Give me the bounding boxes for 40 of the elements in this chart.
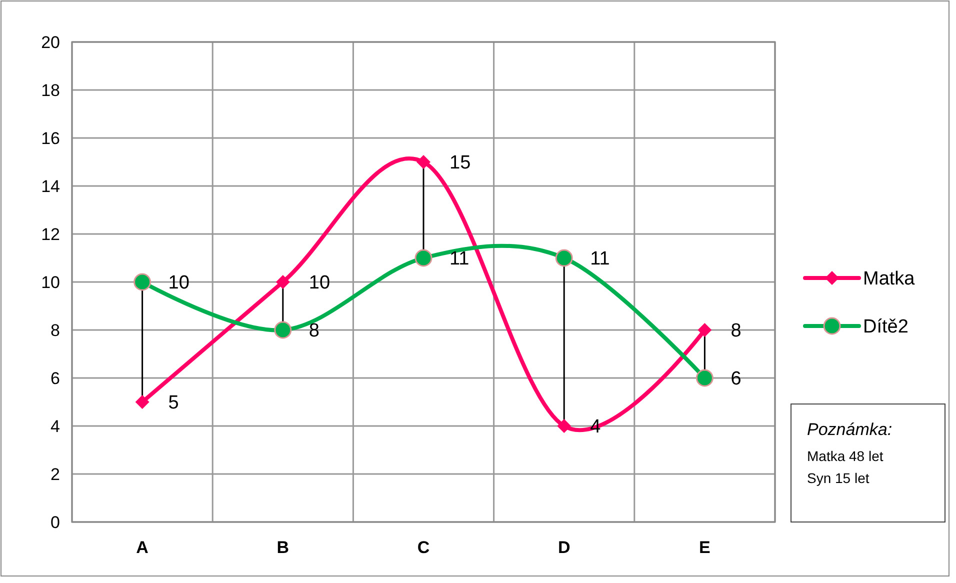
point [135, 395, 150, 409]
text: Matka 48 let [807, 448, 884, 464]
y-tick-label: 12 [41, 224, 60, 244]
y-tick-label: 8 [50, 320, 60, 340]
point [416, 155, 430, 169]
point [414, 249, 432, 267]
point [276, 275, 290, 289]
point [274, 321, 292, 339]
point [557, 419, 572, 433]
text: Syn 15 let [807, 470, 870, 486]
data-label: 6 [730, 368, 742, 390]
data-label: 10 [308, 272, 330, 294]
data-label: 10 [168, 272, 190, 294]
y-tick-label: 10 [41, 272, 60, 292]
x-tick-label: E [699, 538, 710, 557]
y-tick-label: 0 [50, 512, 60, 532]
data-label: 15 [450, 152, 471, 174]
y-tick-label: 2 [50, 464, 60, 484]
y-tick-label: 20 [41, 32, 60, 52]
y-tick-label: 4 [50, 416, 60, 436]
legend-label: Matka [863, 268, 916, 290]
x-tick-label: D [558, 538, 570, 557]
data-label: 8 [730, 320, 742, 342]
x-tick-label: C [417, 538, 430, 557]
data-label: 8 [308, 320, 320, 342]
text: Poznámka: [807, 420, 892, 439]
y-tick-label: 14 [41, 176, 60, 196]
point [134, 273, 152, 291]
y-tick-label: 6 [50, 368, 60, 388]
legend-label: Dítě2 [863, 316, 908, 338]
x-tick-label: B [276, 538, 290, 557]
data-label: 11 [590, 248, 610, 270]
data-label: 5 [168, 392, 179, 414]
y-tick-label: 16 [41, 128, 60, 148]
x-tick-label: A [136, 538, 148, 557]
y-tick-label: 18 [41, 80, 60, 100]
point [555, 249, 573, 267]
point [696, 369, 714, 387]
point [698, 323, 712, 337]
data-label: 11 [450, 248, 470, 270]
